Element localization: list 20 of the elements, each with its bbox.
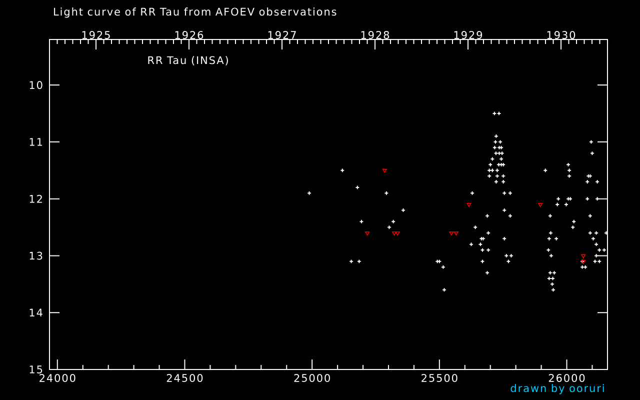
x-tick-label: 24500 — [166, 374, 203, 382]
chart-title: Light curve of RR Tau from AFOEV observations — [54, 8, 336, 18]
annotation: RR Tau (INSA) — [148, 56, 228, 66]
x2-tick-label: 1929 — [454, 31, 482, 39]
y-tick-label: 10 — [30, 81, 42, 89]
x2-tick-label: 1926 — [175, 31, 204, 39]
y-tick-label: 13 — [30, 252, 42, 260]
y-tick-label: 15 — [30, 366, 42, 374]
y-tick-label: 11 — [30, 138, 42, 146]
x-tick-label: 25500 — [422, 374, 458, 382]
x2-tick-label: 1928 — [361, 31, 390, 39]
x2-tick-label: 1930 — [547, 31, 576, 39]
x-tick-label: 25000 — [294, 374, 330, 382]
x2-tick-label: 1927 — [268, 31, 296, 39]
x-tick-label: 24000 — [40, 374, 76, 382]
x2-tick-label: 1925 — [82, 31, 110, 39]
text: drawn by ooruri — [510, 384, 604, 394]
y-tick-label: 12 — [30, 194, 42, 203]
x-tick-label: 26000 — [548, 374, 585, 382]
y-tick-label: 14 — [30, 308, 42, 316]
